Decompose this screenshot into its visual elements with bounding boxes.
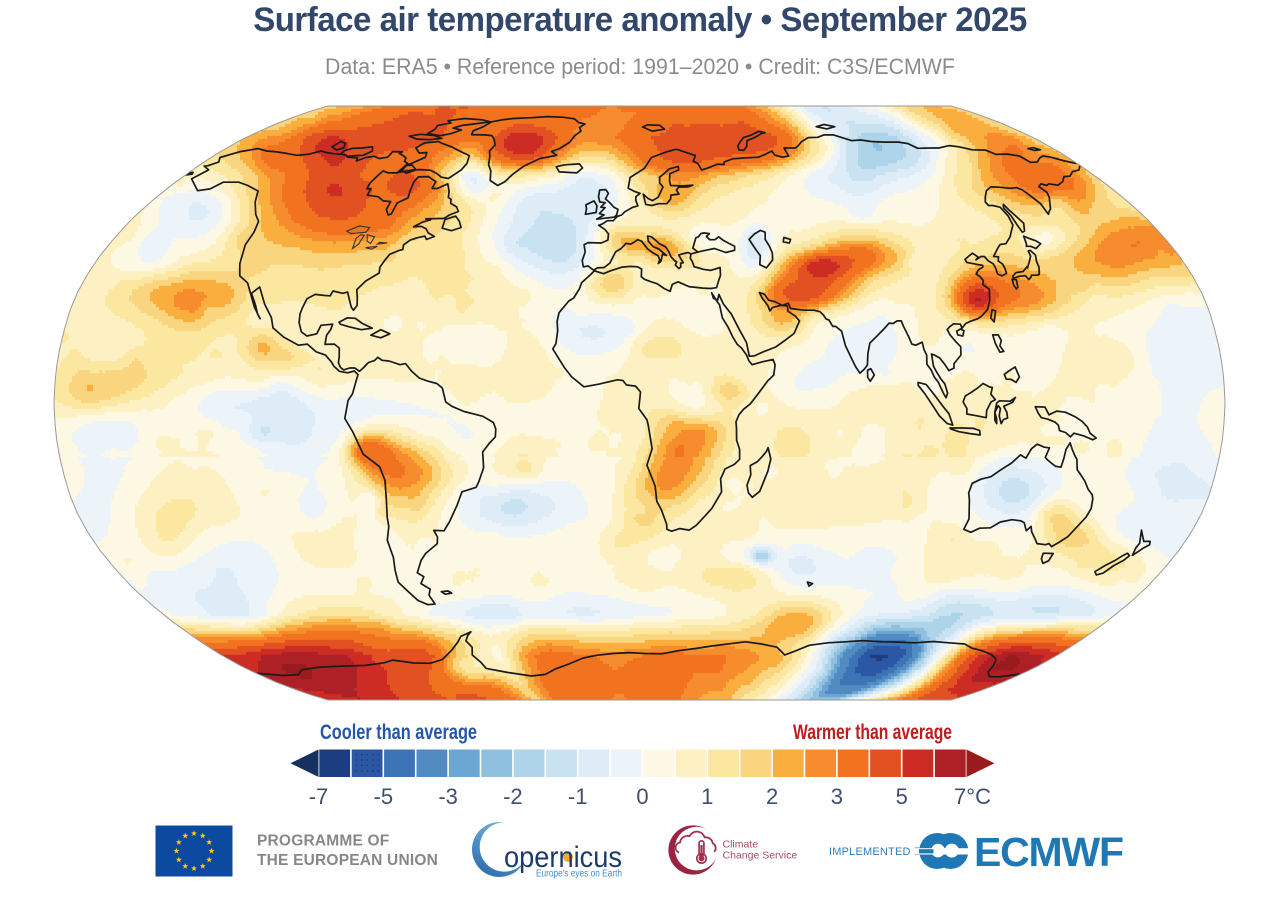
svg-text:ECMWF: ECMWF	[974, 829, 1123, 875]
svg-text:3: 3	[831, 784, 843, 809]
svg-text:THE EUROPEAN UNION: THE EUROPEAN UNION	[257, 852, 438, 869]
svg-text:7°C: 7°C	[954, 784, 991, 809]
svg-text:-5: -5	[374, 784, 394, 809]
svg-text:opernicus: opernicus	[504, 841, 622, 874]
svg-text:Europe's eyes on Earth: Europe's eyes on Earth	[536, 869, 622, 880]
svg-text:-1: -1	[568, 784, 588, 809]
svg-text:0: 0	[636, 784, 648, 809]
svg-text:5: 5	[896, 784, 908, 809]
svg-text:-7: -7	[309, 784, 329, 809]
svg-text:-2: -2	[503, 784, 523, 809]
svg-text:Change Service: Change Service	[723, 850, 798, 862]
svg-text:IMPLEMENTED BY: IMPLEMENTED BY	[829, 846, 929, 858]
svg-text:Warmer than average: Warmer than average	[793, 721, 952, 744]
svg-text:Climate: Climate	[723, 839, 759, 851]
svg-text:PROGRAMME OF: PROGRAMME OF	[257, 833, 389, 850]
svg-text:1: 1	[701, 784, 713, 809]
svg-text:-3: -3	[438, 784, 458, 809]
svg-text:2: 2	[766, 784, 778, 809]
svg-text:Cooler than average: Cooler than average	[320, 721, 477, 744]
